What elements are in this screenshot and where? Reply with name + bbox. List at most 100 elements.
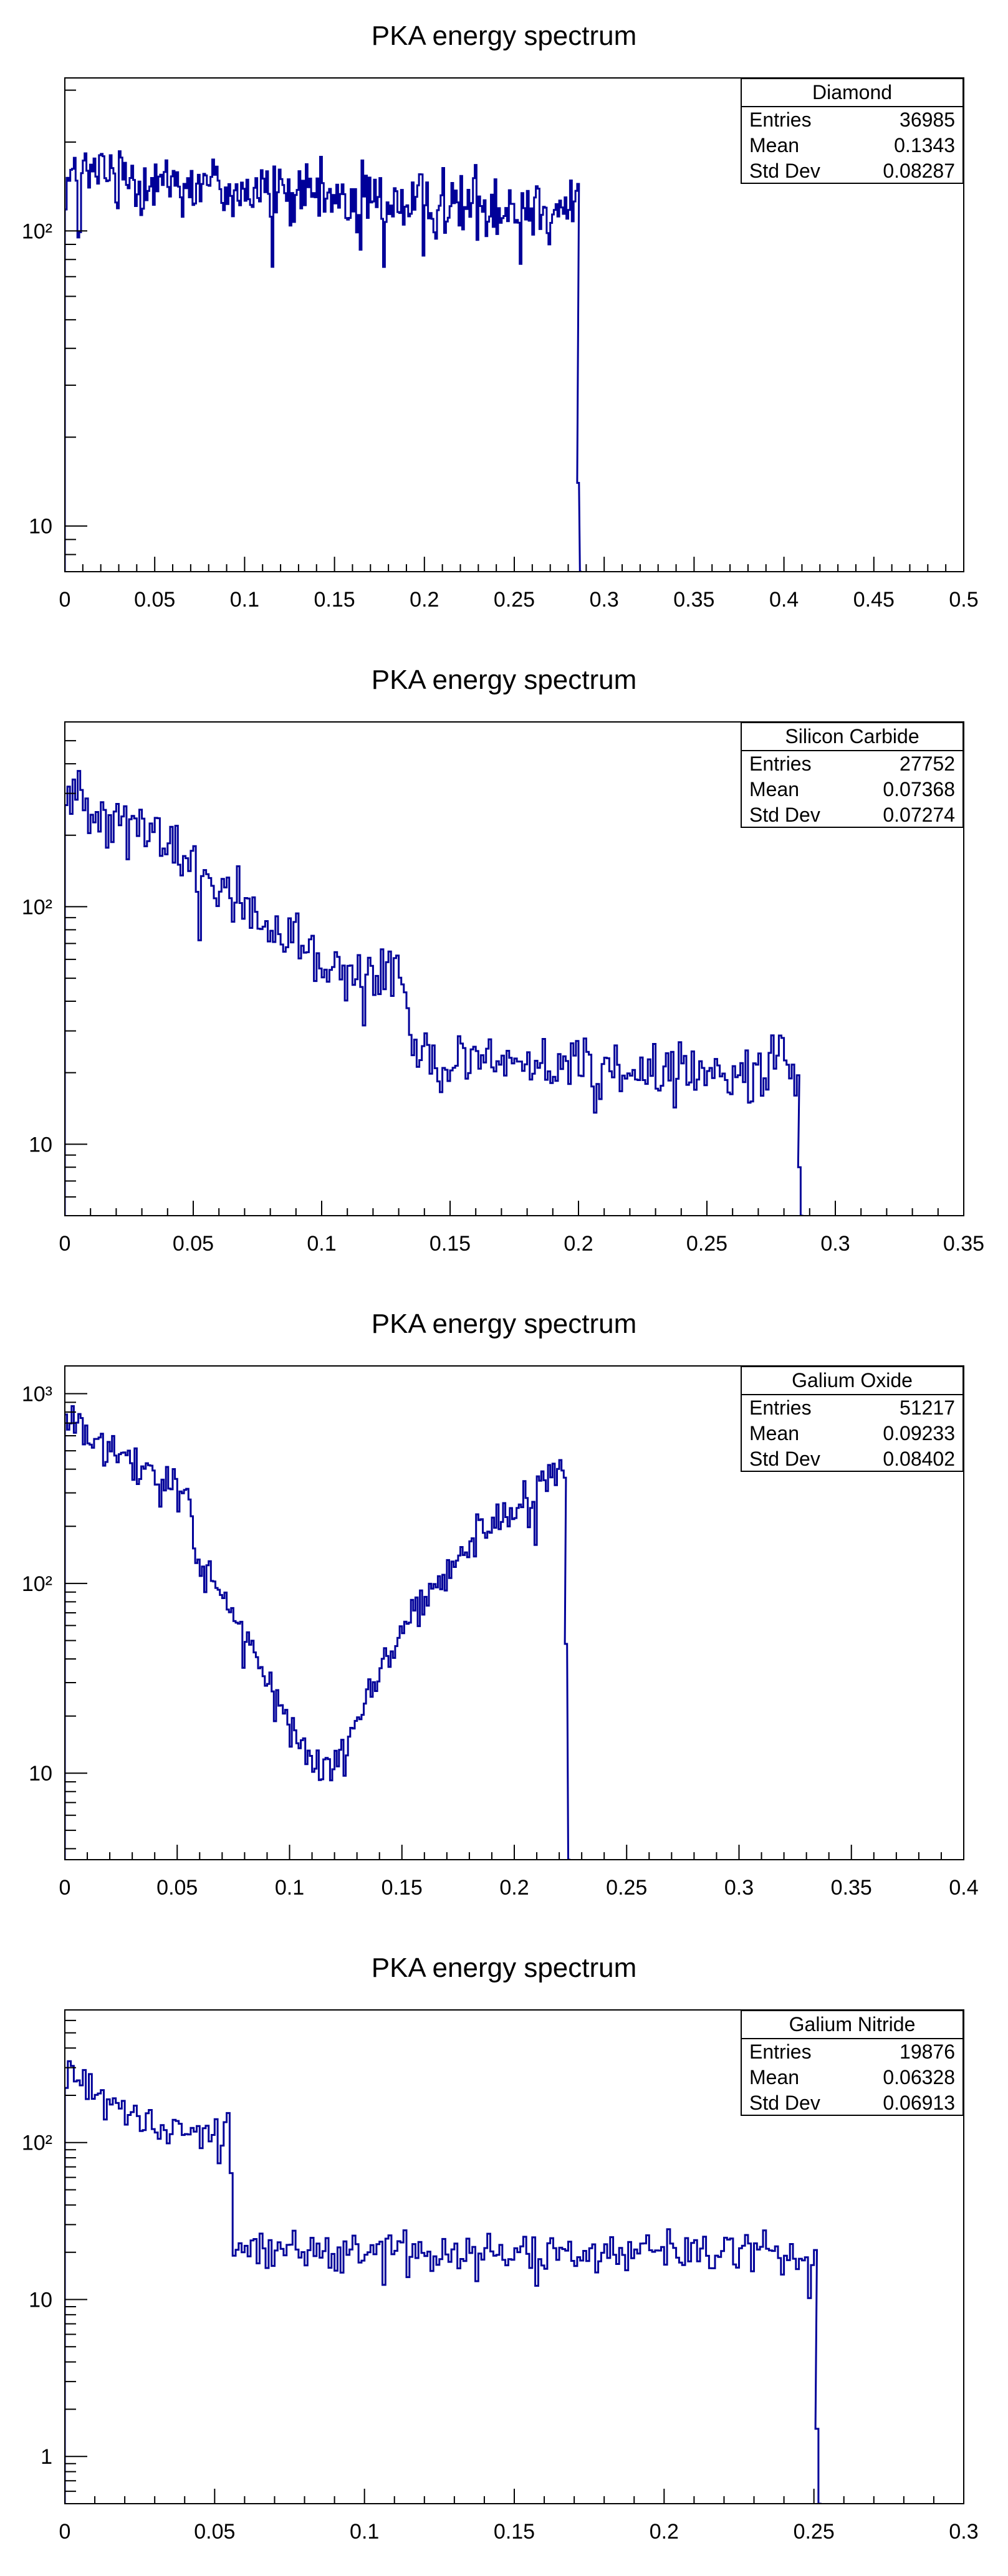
y-tick-label: 10 — [29, 1762, 52, 1785]
chart-svg: PKA energy spectrum 0 0.05 0.1 0.15 0.2 0.25 0.… — [22, 21, 979, 612]
x-tick-label: 0.2 — [650, 2520, 679, 2544]
stats-box: Silicon Carbide Entries 27752 Mean 0.07368 St… — [741, 722, 964, 828]
x-tick-label: 0 — [59, 2520, 71, 2544]
x-tick-label: 0.25 — [494, 588, 535, 612]
stats-value: 0.08287 — [883, 160, 955, 182]
x-tick-label: 0 — [59, 588, 71, 612]
x-tick-label: 0.1 — [230, 588, 259, 612]
x-tick-label: 0.15 — [382, 1876, 423, 1900]
chart-panel-silicon-carbide: PKA energy spectrum 0 0.05 0.1 0.15 0.2 0.25 0.… — [0, 644, 1008, 1288]
y-tick-label: 10³ — [22, 1382, 52, 1406]
stats-row-mean: Mean 0.07368 — [742, 777, 962, 802]
x-tick-label: 0.2 — [410, 588, 439, 612]
x-tick-label: 0.15 — [494, 2520, 535, 2544]
histogram-series — [65, 1405, 571, 1860]
x-tick-label: 0 — [59, 1876, 71, 1900]
x-tick-label: 0.2 — [499, 1876, 529, 1900]
x-tick-label: 0.35 — [673, 588, 714, 612]
stats-value: 27752 — [900, 752, 955, 775]
stats-row-mean: Mean 0.1343 — [742, 133, 962, 158]
chart-title: PKA energy spectrum — [372, 665, 637, 695]
stats-value: 0.09233 — [883, 1422, 955, 1444]
stats-name: Diamond — [742, 79, 962, 107]
x-tick-label: 0.25 — [606, 1876, 647, 1900]
stats-label: Mean — [749, 778, 800, 800]
stats-value: 0.07368 — [883, 778, 955, 800]
x-tick-label: 0.3 — [949, 2520, 978, 2544]
stats-value: 19876 — [900, 2040, 955, 2063]
stats-name: Galium Nitride — [742, 2011, 962, 2039]
x-tick-label: 0.05 — [156, 1876, 198, 1900]
histogram-series — [65, 150, 582, 572]
stats-row-stddev: Std Dev 0.08402 — [742, 1446, 962, 1472]
stats-label: Mean — [749, 1422, 800, 1444]
stats-row-stddev: Std Dev 0.07274 — [742, 802, 962, 828]
stats-label: Std Dev — [749, 2092, 820, 2114]
stats-row-entries: Entries 36985 — [742, 107, 962, 133]
stats-value: 0.1343 — [894, 134, 955, 156]
stats-box: Diamond Entries 36985 Mean 0.1343 Std Dev 0.08… — [741, 78, 964, 184]
y-tick-label: 10² — [22, 2131, 52, 2155]
stats-box: Galium Oxide Entries 51217 Mean 0.09233 Std D… — [741, 1366, 964, 1472]
x-tick-label: 0.2 — [564, 1232, 593, 1256]
x-tick-label: 0.1 — [275, 1876, 304, 1900]
histogram-series — [65, 2060, 822, 2504]
stats-row-entries: Entries 19876 — [742, 2039, 962, 2065]
x-tick-label: 0.45 — [853, 588, 895, 612]
stats-value: 0.08402 — [883, 1448, 955, 1470]
chart-title: PKA energy spectrum — [372, 21, 637, 51]
x-tick-label: 0.5 — [949, 588, 978, 612]
stats-label: Std Dev — [749, 804, 820, 826]
stats-row-entries: Entries 51217 — [742, 1395, 962, 1421]
chart-svg: PKA energy spectrum 0 0.05 0.1 0.15 0.2 0.25 0.… — [22, 665, 984, 1256]
x-tick-label: 0.25 — [686, 1232, 727, 1256]
x-tick-label: 0.05 — [134, 588, 175, 612]
x-tick-label: 0.05 — [194, 2520, 235, 2544]
y-tick-label: 10 — [29, 2288, 52, 2312]
x-tick-label: 0.05 — [173, 1232, 214, 1256]
stats-row-mean: Mean 0.09233 — [742, 1421, 962, 1446]
stats-value: 51217 — [900, 1396, 955, 1419]
stats-value: 0.07274 — [883, 804, 955, 826]
x-tick-label: 0 — [59, 1232, 71, 1256]
chart-title: PKA energy spectrum — [372, 1309, 637, 1339]
x-tick-label: 0.15 — [314, 588, 355, 612]
stats-name: Silicon Carbide — [742, 723, 962, 751]
stats-box: Galium Nitride Entries 19876 Mean 0.06328 Std… — [741, 2010, 964, 2116]
x-tick-label: 0.4 — [949, 1876, 978, 1900]
stats-label: Entries — [749, 2040, 812, 2063]
x-tick-label: 0.1 — [307, 1232, 336, 1256]
stats-label: Std Dev — [749, 160, 820, 182]
x-tick-label: 0.3 — [724, 1876, 754, 1900]
x-tick-label: 0.35 — [831, 1876, 872, 1900]
chart-panel-galium-oxide: PKA energy spectrum 0 0.05 0.1 0.15 0.2 0.25 0.… — [0, 1288, 1008, 1932]
histogram-series — [65, 770, 804, 1216]
x-tick-label: 0.1 — [350, 2520, 379, 2544]
x-tick-label: 0.35 — [943, 1232, 984, 1256]
stats-value: 0.06913 — [883, 2092, 955, 2114]
stats-row-stddev: Std Dev 0.06913 — [742, 2090, 962, 2116]
y-tick-label: 10² — [22, 1572, 52, 1596]
chart-panel-diamond: PKA energy spectrum 0 0.05 0.1 0.15 0.2 0.25 0.… — [0, 0, 1008, 644]
stats-label: Entries — [749, 752, 812, 775]
stats-row-stddev: Std Dev 0.08287 — [742, 158, 962, 184]
stats-value: 36985 — [900, 108, 955, 131]
x-tick-label: 0.3 — [590, 588, 619, 612]
stats-row-mean: Mean 0.06328 — [742, 2065, 962, 2090]
x-tick-label: 0.3 — [820, 1232, 850, 1256]
stats-label: Mean — [749, 2066, 800, 2088]
stats-label: Entries — [749, 1396, 812, 1419]
y-tick-label: 10² — [22, 895, 52, 919]
stats-row-entries: Entries 27752 — [742, 751, 962, 777]
stats-name: Galium Oxide — [742, 1367, 962, 1395]
chart-svg: PKA energy spectrum 0 0.05 0.1 0.15 0.2 0.25 0.… — [22, 1953, 979, 2544]
chart-panel-galium-nitride: PKA energy spectrum 0 0.05 0.1 0.15 0.2 0.25 0.… — [0, 1932, 1008, 2576]
chart-svg: PKA energy spectrum 0 0.05 0.1 0.15 0.2 0.25 0.… — [22, 1309, 979, 1900]
x-tick-label: 0.25 — [794, 2520, 835, 2544]
y-tick-label: 10 — [29, 1133, 52, 1156]
stats-value: 0.06328 — [883, 2066, 955, 2088]
plot-frame — [64, 721, 964, 1216]
y-tick-label: 1 — [41, 2445, 52, 2469]
stats-label: Mean — [749, 134, 800, 156]
